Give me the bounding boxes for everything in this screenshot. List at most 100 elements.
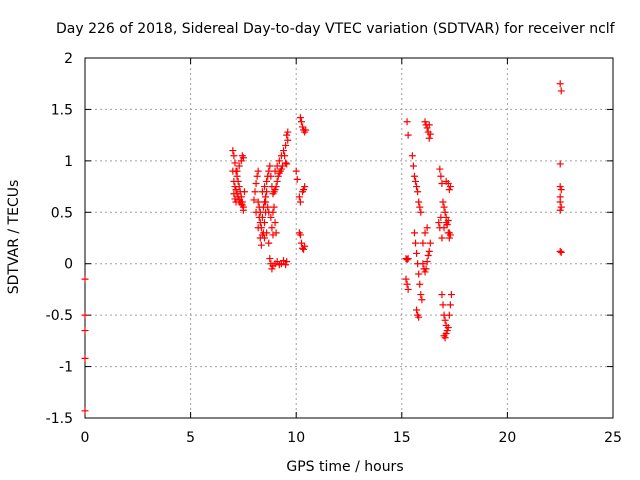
data-point xyxy=(447,291,455,299)
data-point xyxy=(413,249,421,257)
data-point xyxy=(412,177,420,185)
data-point xyxy=(441,316,449,324)
data-point xyxy=(264,203,272,211)
data-point xyxy=(556,198,564,206)
x-tick-label: 25 xyxy=(604,430,622,446)
data-point xyxy=(274,172,282,180)
data-point xyxy=(238,201,246,209)
data-point xyxy=(443,327,451,335)
data-point xyxy=(425,121,433,129)
data-point xyxy=(442,330,450,338)
data-point xyxy=(258,188,266,196)
data-point xyxy=(231,183,239,191)
data-point xyxy=(439,198,447,206)
data-point xyxy=(557,186,565,194)
data-point xyxy=(423,224,431,232)
data-point xyxy=(263,229,271,237)
data-point xyxy=(440,203,448,211)
data-point xyxy=(257,241,265,249)
data-point xyxy=(301,183,309,191)
data-point xyxy=(272,183,280,191)
data-point xyxy=(230,152,238,160)
data-point xyxy=(270,203,278,211)
data-point xyxy=(436,165,444,173)
data-point xyxy=(254,224,262,232)
data-point xyxy=(441,334,449,342)
data-point xyxy=(418,296,426,304)
y-tick-label: -0.5 xyxy=(46,308,73,324)
data-point xyxy=(282,141,290,149)
y-tick-label: 1 xyxy=(64,154,73,170)
data-point xyxy=(267,172,275,180)
data-point xyxy=(415,270,423,278)
data-point xyxy=(556,206,564,214)
data-point xyxy=(301,242,309,250)
x-tick-label: 20 xyxy=(498,430,516,446)
data-point xyxy=(292,167,300,175)
plot-frame xyxy=(84,57,614,419)
data-point xyxy=(252,179,260,187)
data-point xyxy=(412,239,420,247)
y-axis-label: SDTVAR / TECUs xyxy=(6,180,22,295)
data-point xyxy=(265,167,273,175)
data-point xyxy=(425,134,433,142)
data-point xyxy=(81,407,89,415)
data-point xyxy=(446,183,454,191)
data-point xyxy=(403,256,411,264)
data-point xyxy=(240,188,248,196)
data-point xyxy=(413,183,421,191)
data-point xyxy=(254,198,262,206)
x-axis-label: GPS time / hours xyxy=(286,459,403,475)
data-point xyxy=(233,167,241,175)
data-point xyxy=(408,152,416,160)
data-point xyxy=(444,217,452,225)
y-tick-label: 2 xyxy=(64,51,73,67)
data-point xyxy=(416,280,424,288)
data-point xyxy=(251,188,259,196)
data-point xyxy=(81,327,89,335)
data-point xyxy=(421,118,429,126)
data-point xyxy=(281,152,289,160)
data-point xyxy=(256,208,264,216)
data-point xyxy=(423,258,431,266)
data-points xyxy=(81,80,565,415)
x-tick-label: 15 xyxy=(393,430,411,446)
data-point xyxy=(299,123,307,131)
data-point xyxy=(81,354,89,362)
data-point xyxy=(296,198,304,206)
data-point xyxy=(410,172,418,180)
data-point xyxy=(409,162,417,170)
data-point xyxy=(446,231,454,239)
data-point xyxy=(446,301,454,309)
data-point xyxy=(445,311,453,319)
data-point xyxy=(296,114,304,122)
data-point xyxy=(273,177,281,185)
data-point xyxy=(415,313,423,321)
data-point xyxy=(293,175,301,183)
data-point xyxy=(253,172,261,180)
data-point xyxy=(404,255,412,263)
data-point xyxy=(438,179,446,187)
data-point xyxy=(239,154,247,162)
data-point xyxy=(284,136,292,144)
data-point xyxy=(271,167,279,175)
data-point xyxy=(262,198,270,206)
data-point xyxy=(444,323,452,331)
data-point xyxy=(255,203,263,211)
x-tick-label: 5 xyxy=(186,430,195,446)
data-point xyxy=(267,213,275,221)
data-point xyxy=(232,186,240,194)
data-point xyxy=(441,208,449,216)
data-point xyxy=(266,255,274,263)
data-point xyxy=(284,128,292,136)
data-point xyxy=(231,159,239,167)
data-point xyxy=(438,234,446,242)
data-point xyxy=(417,208,425,216)
data-point xyxy=(440,224,448,232)
data-point xyxy=(239,206,247,214)
data-point xyxy=(235,162,243,170)
data-point xyxy=(557,87,565,95)
data-point xyxy=(271,219,279,227)
